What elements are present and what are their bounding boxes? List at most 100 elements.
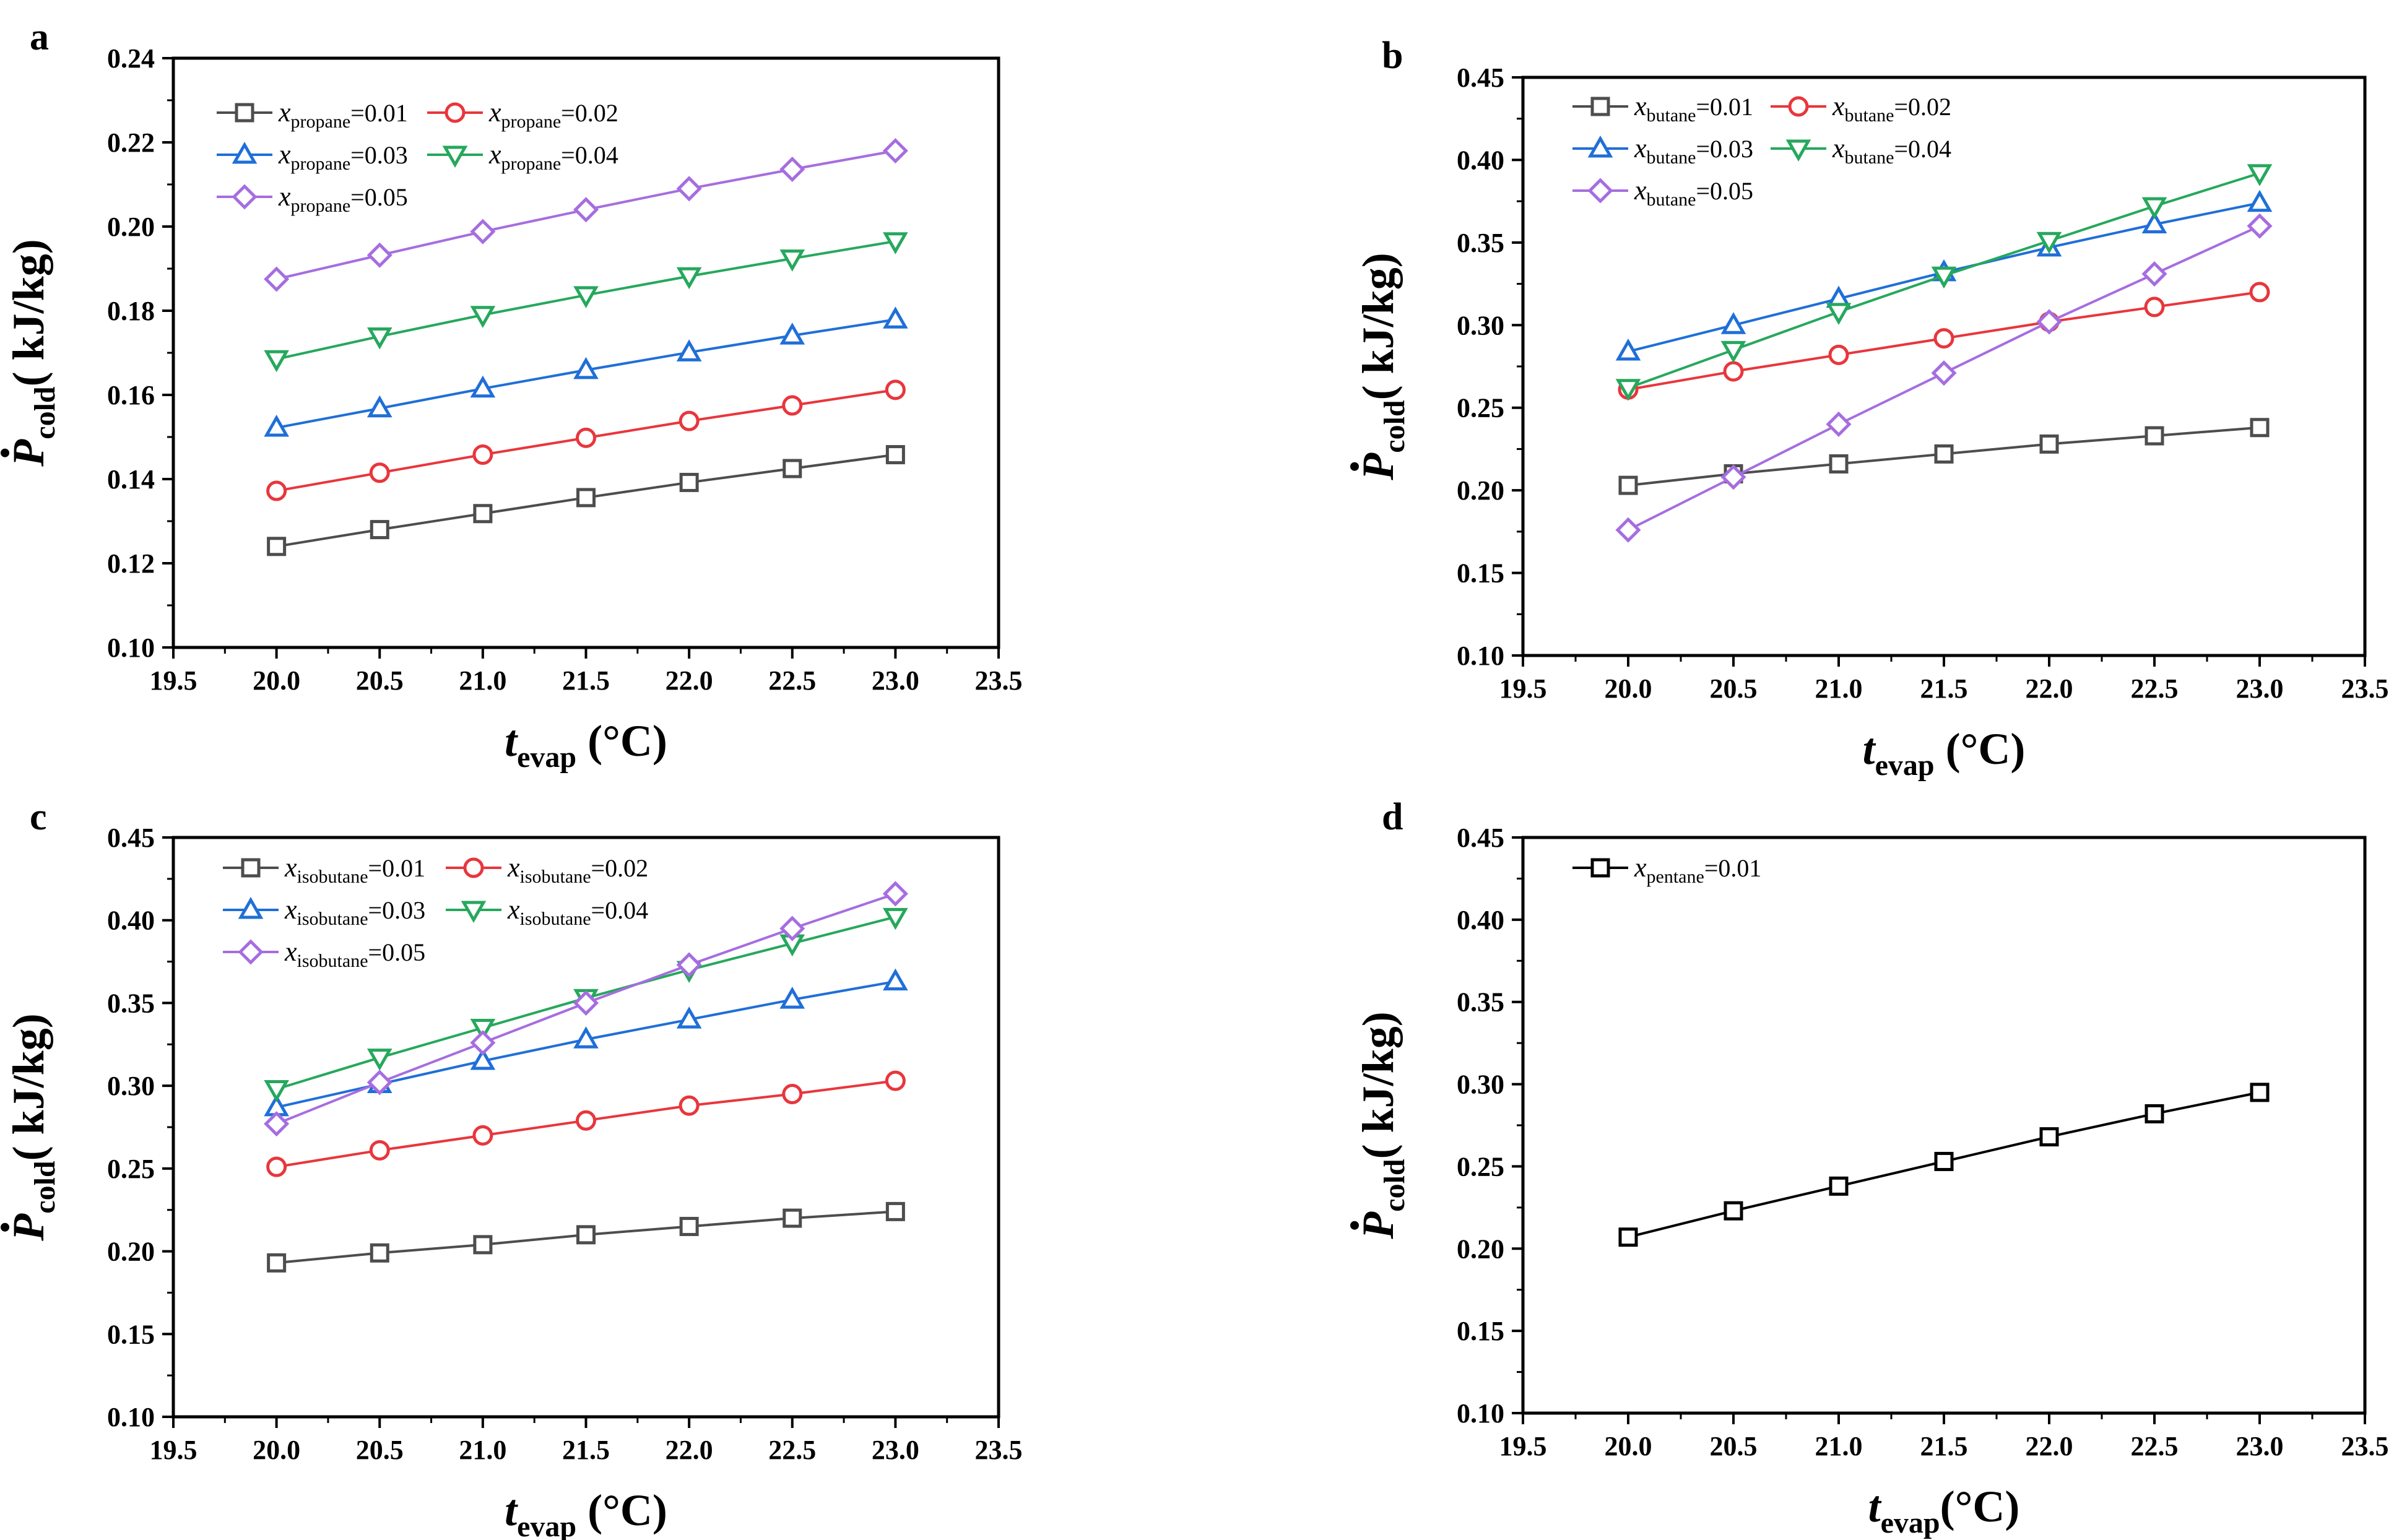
data-point <box>267 1253 287 1273</box>
x-tick-label: 20.0 <box>1605 1431 1652 1461</box>
legend-label-var: x <box>507 852 520 883</box>
x-tick-label: 20.0 <box>253 1435 300 1465</box>
legend-label-eq: =0.04 <box>591 896 649 924</box>
y-tick-label: 0.20 <box>1457 1234 1504 1264</box>
data-point <box>1826 411 1852 437</box>
data-point <box>576 488 596 508</box>
legend-label-var: x <box>507 894 520 925</box>
data-point <box>2247 164 2273 186</box>
y-tick-label: 0.40 <box>1457 905 1504 935</box>
y-tick-label: 0.10 <box>107 1402 155 1432</box>
x-tick-label: 21.0 <box>459 1435 506 1465</box>
panel-label: d <box>1382 796 1403 838</box>
y-tick-label: 0.18 <box>107 296 155 326</box>
y-tick-label: 0.15 <box>1457 1316 1504 1346</box>
x-tick-label: 19.5 <box>150 1435 197 1465</box>
legend-entry: xisobutane=0.05 <box>223 937 425 971</box>
data-point <box>779 249 805 272</box>
y-tick-label: 0.40 <box>1457 145 1504 175</box>
legend-label: xbutane=0.03 <box>1634 133 1753 168</box>
legend-label: xbutane=0.05 <box>1634 175 1753 210</box>
data-point <box>1829 1176 1849 1196</box>
data-point <box>2145 1104 2164 1123</box>
data-point <box>366 1070 392 1096</box>
x-tick-label: 21.5 <box>1920 673 1968 704</box>
y-axis-label: Pcold( kJ/kg) <box>4 239 61 467</box>
data-point <box>472 1125 493 1146</box>
legend-marker <box>1587 135 1613 158</box>
legend-entry: xbutane=0.05 <box>1572 175 1753 210</box>
chart-panel-b: b 19.5 20.0 20.5 21.0 21.5 22.0 22.5 23.0 23.5 0.1… <box>1350 35 2389 782</box>
data-point <box>2141 197 2167 220</box>
data-point <box>679 1216 699 1236</box>
y-tick-label: 0.20 <box>107 212 155 242</box>
legend-label-eq: =0.05 <box>350 183 408 211</box>
legend-label-eq: =0.03 <box>1696 135 1754 163</box>
data-point <box>1826 303 1852 325</box>
chart-panel-d: d 19.5 20.0 20.5 21.0 21.5 22.0 22.5 23.0 23.5 0.1… <box>1350 796 2389 1539</box>
data-point <box>2036 309 2062 335</box>
legend-entry: xbutane=0.02 <box>1771 91 1951 126</box>
legend-label: xpropane=0.04 <box>488 139 618 174</box>
legend-label-var: x <box>284 937 297 967</box>
x-axis-label-sub: evap <box>1881 1507 1940 1539</box>
legend-label-eq: =0.01 <box>350 99 408 127</box>
legend-marker <box>1788 96 1809 117</box>
x-tick-label: 19.5 <box>1499 1431 1547 1461</box>
data-point <box>885 445 905 465</box>
y-tick-label: 0.12 <box>107 548 155 579</box>
x-tick-label: 21.0 <box>459 665 506 696</box>
panel-label: c <box>30 796 47 838</box>
data-point <box>473 1235 493 1255</box>
legend-label-sub: pentane <box>1647 867 1704 887</box>
legend-label-sub: propane <box>291 111 351 132</box>
data-point <box>266 1156 287 1177</box>
legend-entry: xisobutane=0.01 <box>223 852 425 887</box>
legend-label-eq: =0.01 <box>368 854 426 882</box>
y-tick-label: 0.30 <box>1457 1070 1504 1100</box>
y-tick-label: 0.15 <box>1457 558 1504 589</box>
data-point <box>779 915 805 941</box>
data-point <box>470 1019 496 1041</box>
data-point <box>1829 454 1849 474</box>
x-tick-label: 20.5 <box>356 1435 404 1465</box>
legend-label-eq: =0.02 <box>1894 93 1952 121</box>
x-tick-label: 23.0 <box>2236 1431 2284 1461</box>
data-point <box>573 357 599 379</box>
legend-label: xisobutane=0.04 <box>507 894 648 929</box>
y-axis-label-sub: cold <box>28 1161 61 1214</box>
data-point <box>883 306 908 329</box>
legend-entry: xpropane=0.01 <box>217 97 408 132</box>
data-point <box>1720 312 1746 334</box>
y-tick-label: 0.45 <box>107 823 155 853</box>
y-axis-label-unit: ( kJ/kg) <box>4 239 53 386</box>
x-tick-label: 22.0 <box>2026 673 2073 704</box>
y-tick-label: 0.30 <box>107 1071 155 1101</box>
y-axis-label-unit: ( kJ/kg) <box>4 1013 53 1161</box>
y-axis-label-var: P <box>4 439 53 467</box>
data-point <box>264 350 289 373</box>
legend-entry: xpropane=0.02 <box>427 97 618 132</box>
series-propane-0.05 <box>264 138 908 292</box>
legend-label: xisobutane=0.02 <box>507 852 648 887</box>
x-tick-label: 20.0 <box>253 665 300 696</box>
legend-entry: xisobutane=0.04 <box>446 894 648 929</box>
y-axis-label-var: P <box>1353 1211 1403 1240</box>
legend-entry: xpropane=0.04 <box>427 139 618 174</box>
y-axis-label-unit: ( kJ/kg) <box>1353 253 1403 400</box>
x-axis-label: tevap (°C) <box>505 716 667 774</box>
y-axis-label-var: P <box>1353 452 1403 481</box>
panel-label: a <box>30 16 49 58</box>
y-axis-label-dot <box>1350 1221 1359 1230</box>
legend-marker <box>241 858 261 878</box>
data-point <box>573 1026 599 1049</box>
legend-entry: xbutane=0.01 <box>1572 91 1753 126</box>
legend-label: xpropane=0.02 <box>488 97 618 132</box>
y-tick-label: 0.10 <box>107 633 155 663</box>
y-tick-label: 0.45 <box>1457 63 1504 93</box>
legend-label-eq: =0.04 <box>1894 135 1952 163</box>
x-tick-label: 20.5 <box>1710 673 1758 704</box>
y-tick-label: 0.10 <box>1457 641 1504 671</box>
data-point <box>2039 434 2059 454</box>
